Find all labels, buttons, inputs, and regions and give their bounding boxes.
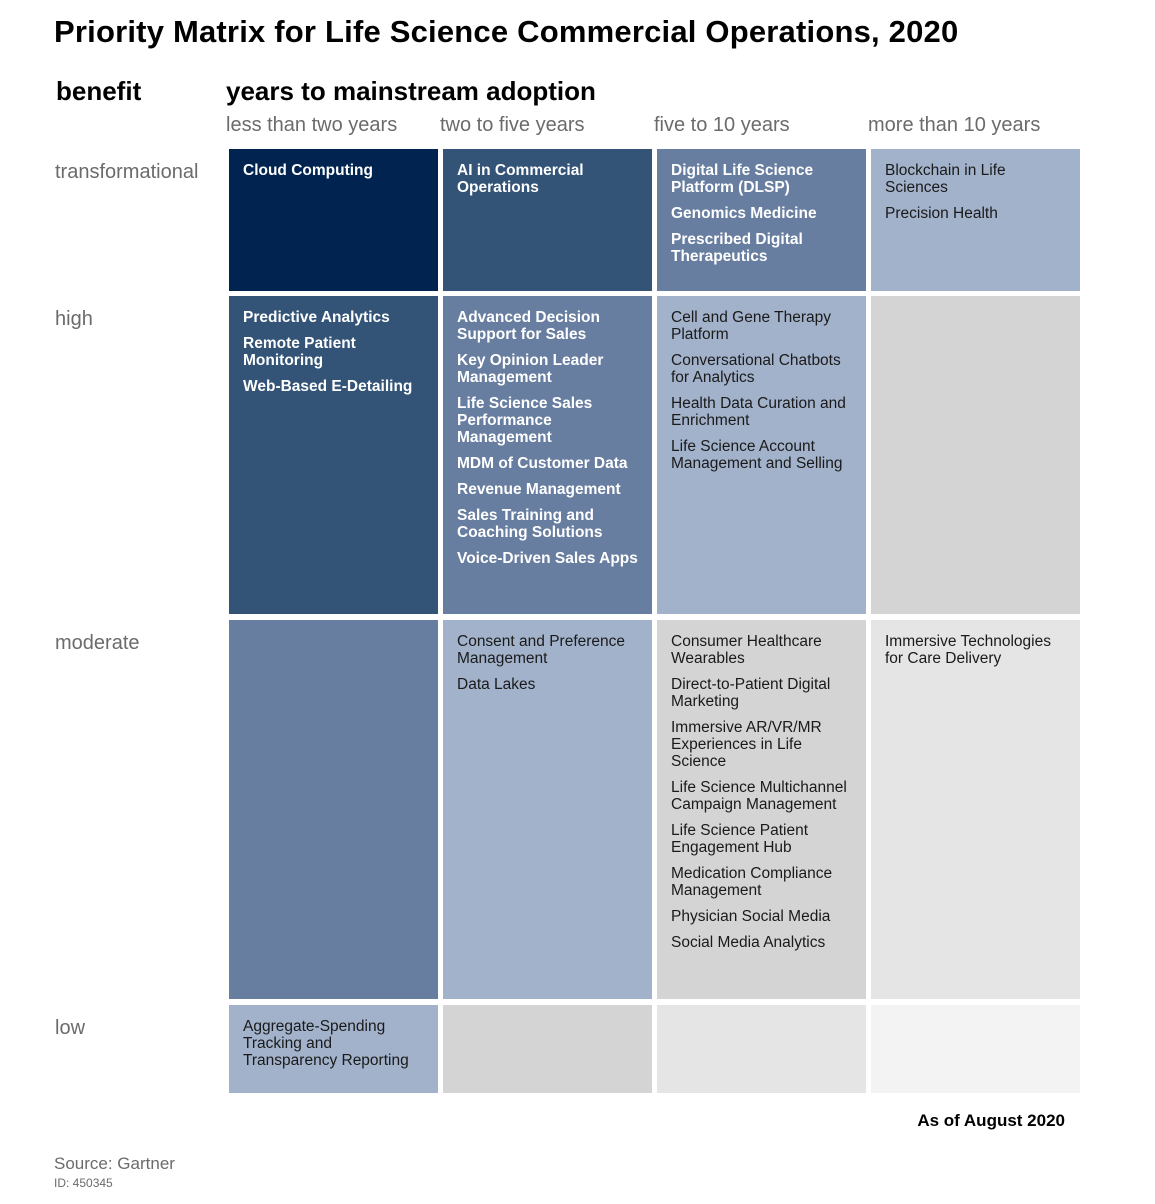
cell-high-more-than-10-years [871,296,1080,614]
technology-item: Revenue Management [457,481,621,498]
technology-item: Social Media Analytics [671,934,826,951]
cell-low-less-than-two-years: Aggregate-Spending Tracking and Transpar… [229,1005,438,1093]
row-header-moderate: moderate [55,632,140,654]
technology-item: Advanced Decision Support for Sales [457,309,600,343]
cell-low-two-to-five-years [443,1005,652,1093]
as-of-date: As of August 2020 [917,1111,1065,1130]
row-header-high: high [55,308,93,330]
cell-high-five-to-10-years: Cell and Gene Therapy Platform Conversati… [657,296,866,614]
technology-item: Voice-Driven Sales Apps [457,550,638,567]
technology-item: Life Science Patient Engagement Hub [671,822,809,856]
column-header-more-than-10-years: more than 10 years [868,114,1041,136]
technology-item: Life Science Multichannel Campaign Manag… [671,779,847,813]
cell-high-less-than-two-years: Predictive Analytics Remote Patient Monit… [229,296,438,614]
cell-transformational-five-to-10-years: Digital Life Science Platform (DLSP) Geno… [657,149,866,291]
technology-item: Direct-to-Patient Digital Marketing [671,676,831,710]
technology-item: AI in Commercial Operations [457,162,584,196]
row-header-low: low [55,1017,86,1039]
technology-item: Key Opinion Leader Management [457,352,604,386]
cell-moderate-less-than-two-years [229,620,438,999]
technology-item: Health Data Curation and Enrichment [671,395,846,429]
cell-low-five-to-10-years [657,1005,866,1093]
cell-transformational-less-than-two-years: Cloud Computing [229,149,438,291]
document-id: ID: 450345 [54,1176,113,1190]
technology-item: Remote Patient Monitoring [243,335,356,369]
technology-item: Aggregate-Spending Tracking and Transpar… [243,1018,409,1069]
technology-item: MDM of Customer Data [457,455,628,472]
cell-transformational-more-than-10-years: Blockchain in Life Sciences Precision Hea… [871,149,1080,291]
cell-moderate-two-to-five-years: Consent and Preference Management Data La… [443,620,652,999]
source-note: Source: Gartner [54,1154,175,1173]
cell-moderate-more-than-10-years: Immersive Technologies for Care Delivery [871,620,1080,999]
row-header-transformational: transformational [55,161,199,183]
technology-item: Digital Life Science Platform (DLSP) [671,162,814,196]
cell-moderate-five-to-10-years: Consumer Healthcare Wearables Direct-to-P… [657,620,866,999]
technology-item: Consumer Healthcare Wearables [671,633,822,667]
technology-item: Immersive Technologies for Care Delivery [885,633,1051,667]
technology-item: Web-Based E-Detailing [243,378,413,395]
technology-item: Physician Social Media [671,908,831,925]
technology-item: Consent and Preference Management [457,633,626,667]
technology-item: Life Science Sales Performance Managemen… [457,395,593,446]
technology-item: Immersive AR/VR/MR Experiences in Life S… [671,719,822,770]
technology-item: Sales Training and Coaching Solutions [457,507,603,541]
cell-transformational-two-to-five-years: AI in Commercial Operations [443,149,652,291]
column-header-two-to-five-years: two to five years [440,114,585,136]
cell-high-two-to-five-years: Advanced Decision Support for Sales Key O… [443,296,652,614]
technology-item: Medication Compliance Management [671,865,833,899]
technology-item: Blockchain in Life Sciences [885,162,1006,196]
technology-item: Cell and Gene Therapy Platform [671,309,831,343]
technology-item: Conversational Chatbots for Analytics [671,352,841,386]
column-header-less-than-two-years: less than two years [226,114,398,136]
technology-item: Genomics Medicine [671,205,817,222]
technology-item: Predictive Analytics [243,309,390,326]
technology-item: Data Lakes [457,676,536,693]
technology-item: Life Science Account Management and Sell… [671,438,843,472]
technology-item: Precision Health [885,205,998,222]
column-header-five-to-10-years: five to 10 years [654,114,790,136]
cell-low-more-than-10-years [871,1005,1080,1093]
benefit-axis-label: benefit [56,76,142,106]
technology-item: Prescribed Digital Therapeutics [671,231,803,265]
page-title: Priority Matrix for Life Science Commerc… [54,14,959,49]
years-axis-label: years to mainstream adoption [226,76,596,106]
technology-item: Cloud Computing [243,162,373,179]
